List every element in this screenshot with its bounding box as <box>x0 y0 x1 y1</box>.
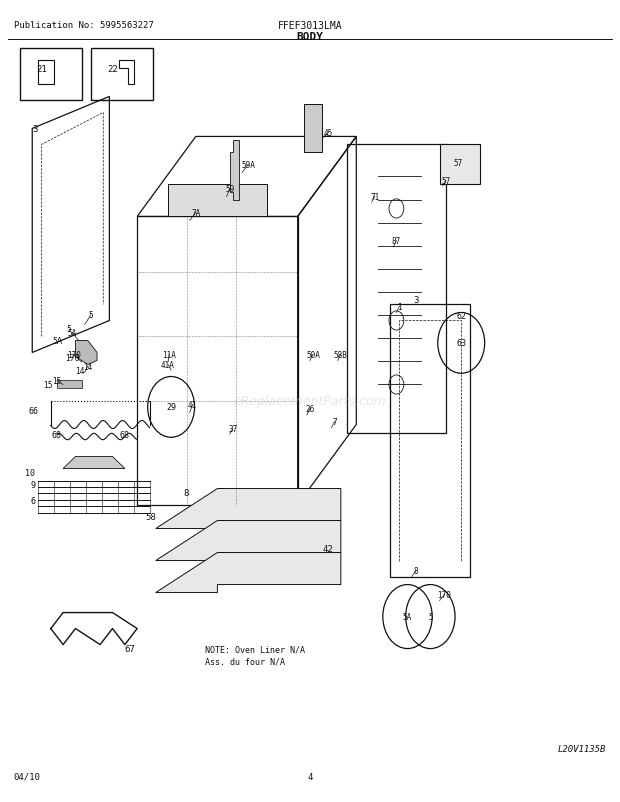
Text: Publication No: 5995563227: Publication No: 5995563227 <box>14 22 154 30</box>
Text: 68: 68 <box>120 431 130 439</box>
Text: NOTE: Oven Liner N/A: NOTE: Oven Liner N/A <box>205 644 305 654</box>
Text: 45: 45 <box>324 129 333 138</box>
Text: 71: 71 <box>370 192 379 201</box>
Text: 42: 42 <box>322 545 333 553</box>
Text: 10: 10 <box>25 468 35 477</box>
Text: L20V1135B: L20V1135B <box>558 743 606 752</box>
Text: 8: 8 <box>414 566 418 575</box>
Text: 7: 7 <box>332 417 337 427</box>
FancyBboxPatch shape <box>440 145 480 185</box>
Text: 170: 170 <box>438 590 451 599</box>
Text: 58: 58 <box>145 512 156 521</box>
Text: 5: 5 <box>89 311 93 320</box>
Text: 5A: 5A <box>52 337 62 346</box>
Text: 14: 14 <box>75 367 84 375</box>
Text: 9: 9 <box>30 480 35 489</box>
Text: 170: 170 <box>68 351 81 360</box>
Text: 29: 29 <box>166 403 176 412</box>
Polygon shape <box>168 185 267 217</box>
Text: 11A: 11A <box>162 350 176 359</box>
Text: 63: 63 <box>456 339 466 348</box>
Text: 68: 68 <box>52 431 62 439</box>
Text: 7A: 7A <box>191 209 200 217</box>
Text: 37: 37 <box>228 424 237 433</box>
FancyBboxPatch shape <box>91 50 153 101</box>
Polygon shape <box>76 341 97 365</box>
FancyBboxPatch shape <box>304 105 322 153</box>
Polygon shape <box>230 141 239 201</box>
Text: 170: 170 <box>65 354 79 363</box>
Text: 66: 66 <box>29 407 38 416</box>
Text: 41: 41 <box>188 400 197 410</box>
Text: 50A: 50A <box>306 350 320 359</box>
Text: 21: 21 <box>36 65 47 74</box>
Text: 59A: 59A <box>241 160 255 170</box>
Text: Ass. du four N/A: Ass. du four N/A <box>205 656 285 665</box>
Text: 57: 57 <box>453 159 463 168</box>
Text: 57: 57 <box>441 176 450 186</box>
Text: BODY: BODY <box>296 32 324 42</box>
Text: 3: 3 <box>414 296 419 305</box>
Text: 67: 67 <box>125 644 136 654</box>
Polygon shape <box>156 520 341 561</box>
Text: 58B: 58B <box>334 350 348 359</box>
Text: 5: 5 <box>67 325 72 334</box>
Text: 5A: 5A <box>68 329 77 338</box>
FancyBboxPatch shape <box>20 50 82 101</box>
Text: 6: 6 <box>30 496 35 505</box>
Text: 1: 1 <box>397 302 402 311</box>
Text: FFEF3013LMA: FFEF3013LMA <box>278 22 342 31</box>
Text: 22: 22 <box>107 65 118 74</box>
Text: 15: 15 <box>52 376 61 386</box>
Text: 15: 15 <box>43 380 53 390</box>
Text: 5: 5 <box>428 612 433 622</box>
Text: 59: 59 <box>225 184 234 194</box>
Text: 87: 87 <box>392 237 401 245</box>
Text: 04/10: 04/10 <box>14 772 40 780</box>
Text: 3: 3 <box>33 125 38 134</box>
Text: 8: 8 <box>184 488 189 497</box>
Text: 4: 4 <box>308 772 312 780</box>
Polygon shape <box>156 489 341 529</box>
Text: eReplacementParts.com: eReplacementParts.com <box>234 395 386 407</box>
Polygon shape <box>63 457 125 469</box>
Text: 5A: 5A <box>403 612 412 622</box>
Text: 62: 62 <box>456 312 466 321</box>
Polygon shape <box>57 381 82 389</box>
Text: 14: 14 <box>83 363 92 371</box>
Text: 41A: 41A <box>161 361 175 370</box>
Polygon shape <box>156 553 341 593</box>
Text: 26: 26 <box>306 404 314 414</box>
